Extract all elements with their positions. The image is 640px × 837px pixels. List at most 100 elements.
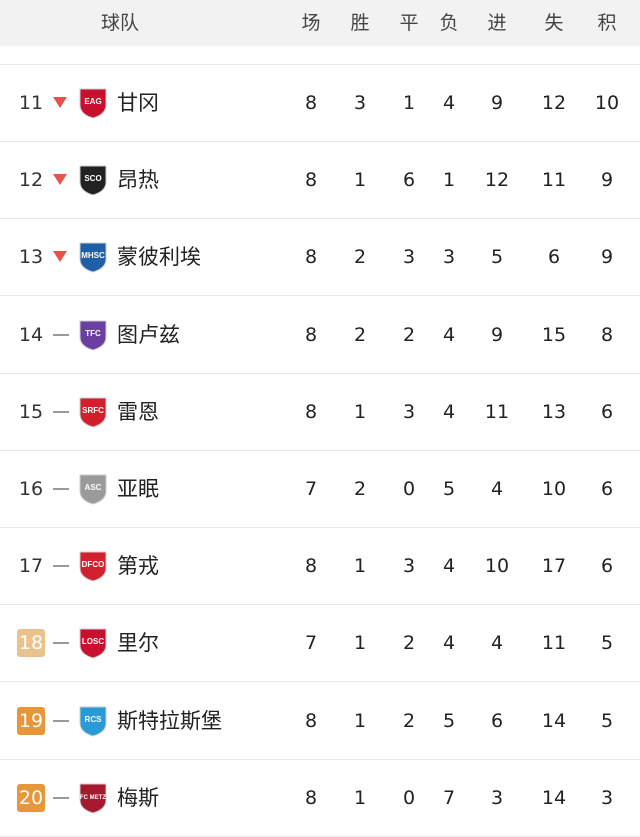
team-logo-icon: LOSC [79, 628, 107, 659]
table-row[interactable]: 13 MHSC 蒙彼利埃 8 2 3 3 5 6 9 [0, 219, 640, 297]
stat-ga: 12 [541, 92, 567, 114]
stat-played: 8 [304, 555, 318, 578]
team-logo-icon: TFC [79, 320, 107, 351]
stat-ga: 11 [541, 632, 567, 655]
table-row[interactable]: 14 TFC 图卢兹 8 2 2 4 9 15 8 [0, 297, 640, 374]
stat-pts: 3 [600, 786, 614, 809]
header-goals-against: 失 [544, 12, 564, 34]
stat-ga: 14 [541, 709, 567, 732]
team-name[interactable]: 斯特拉斯堡 [117, 708, 222, 733]
rank: 15 [18, 400, 44, 423]
down-arrow-icon [53, 251, 67, 263]
stat-lost: 5 [442, 709, 456, 732]
table-row[interactable]: 11 EAG 甘冈 8 3 1 4 9 12 10 [0, 65, 640, 142]
stat-pts: 6 [600, 555, 614, 578]
rank: 14 [18, 323, 44, 346]
stat-drawn: 3 [402, 555, 416, 578]
team-logo-icon: FC METZ [79, 783, 107, 814]
table-row[interactable]: 12 SCO 昂热 8 1 6 1 12 11 9 [0, 142, 640, 220]
svg-text:LOSC: LOSC [82, 637, 104, 646]
stat-lost: 4 [442, 323, 456, 346]
no-change-icon [53, 719, 69, 722]
team-logo-icon: RCS [79, 706, 107, 737]
down-arrow-icon [53, 174, 67, 186]
rank: 11 [18, 92, 44, 114]
rank: 19 [17, 706, 45, 735]
svg-text:MHSC: MHSC [81, 251, 105, 260]
table-row[interactable]: 19 RCS 斯特拉斯堡 8 1 2 5 6 14 5 [0, 683, 640, 760]
stat-pts: 5 [600, 632, 614, 655]
team-name[interactable]: 亚眠 [117, 477, 159, 501]
stat-gf: 4 [490, 632, 504, 655]
stat-drawn: 0 [402, 786, 416, 809]
table-row[interactable]: 18 LOSC 里尔 7 1 2 4 4 11 5 [0, 605, 640, 683]
stat-drawn: 3 [402, 246, 416, 269]
stat-pts: 8 [600, 323, 614, 346]
stat-ga: 14 [541, 786, 567, 809]
stat-won: 2 [353, 323, 367, 346]
no-change-icon [53, 565, 69, 568]
team-name[interactable]: 蒙彼利埃 [117, 245, 201, 270]
stat-gf: 9 [490, 323, 504, 346]
stat-played: 8 [304, 246, 318, 269]
down-arrow-icon [53, 97, 67, 108]
stat-lost: 4 [442, 92, 456, 114]
stat-gf: 6 [490, 709, 504, 732]
stat-played: 8 [304, 169, 318, 192]
table-row[interactable]: 17 DFCO 第戎 8 1 3 4 10 17 6 [0, 528, 640, 606]
stat-played: 8 [304, 400, 318, 423]
rank: 16 [18, 478, 44, 500]
stat-lost: 4 [442, 555, 456, 578]
stat-lost: 1 [442, 169, 456, 192]
team-name[interactable]: 雷恩 [117, 399, 159, 424]
table-row[interactable]: 16 ASC 亚眠 7 2 0 5 4 10 6 [0, 451, 640, 528]
table-header: 球队 场 胜 平 负 进 失 积 [0, 0, 640, 46]
team-name[interactable]: 图卢兹 [117, 322, 180, 347]
header-lost: 负 [439, 12, 459, 34]
rank: 20 [17, 783, 45, 812]
team-name[interactable]: 里尔 [117, 631, 159, 656]
header-goals-for: 进 [487, 12, 507, 34]
stat-won: 3 [353, 92, 367, 114]
header-points: 积 [597, 12, 617, 34]
stat-lost: 4 [442, 400, 456, 423]
svg-text:TFC: TFC [85, 329, 101, 338]
stat-pts: 6 [600, 400, 614, 423]
svg-text:SRFC: SRFC [82, 406, 104, 415]
stat-pts: 9 [600, 169, 614, 192]
rank: 18 [17, 629, 45, 658]
stat-won: 1 [353, 709, 367, 732]
stat-played: 8 [304, 786, 318, 809]
no-change-icon [53, 488, 69, 490]
team-logo-icon: MHSC [79, 242, 107, 273]
stat-gf: 3 [490, 786, 504, 809]
rank: 13 [18, 246, 44, 269]
table-row[interactable]: 15 SRFC 雷恩 8 1 3 4 11 13 6 [0, 374, 640, 451]
table-row[interactable]: 20 FC METZ 梅斯 8 1 0 7 3 14 3 [0, 760, 640, 837]
stat-ga: 10 [541, 478, 567, 500]
stat-gf: 12 [484, 169, 510, 192]
team-logo-icon: EAG [79, 88, 107, 119]
team-logo-icon: DFCO [79, 551, 107, 582]
stat-won: 1 [353, 632, 367, 655]
rank: 17 [18, 555, 44, 578]
stat-drawn: 2 [402, 709, 416, 732]
rank: 12 [18, 169, 44, 192]
no-change-icon [53, 333, 69, 336]
header-team: 球队 [100, 12, 140, 34]
stat-pts: 10 [594, 92, 620, 114]
team-name[interactable]: 昂热 [117, 168, 159, 193]
team-name[interactable]: 甘冈 [117, 91, 159, 115]
header-won: 胜 [350, 12, 370, 34]
svg-text:ASC: ASC [85, 483, 102, 492]
stat-gf: 9 [490, 92, 504, 114]
stat-won: 1 [353, 555, 367, 578]
team-name[interactable]: 第戎 [117, 554, 159, 579]
stat-drawn: 3 [402, 400, 416, 423]
team-name[interactable]: 梅斯 [117, 785, 159, 810]
stat-gf: 11 [484, 400, 510, 423]
stat-played: 8 [304, 709, 318, 732]
stat-lost: 7 [442, 786, 456, 809]
team-logo-icon: SRFC [79, 397, 107, 428]
no-change-icon [53, 410, 69, 413]
